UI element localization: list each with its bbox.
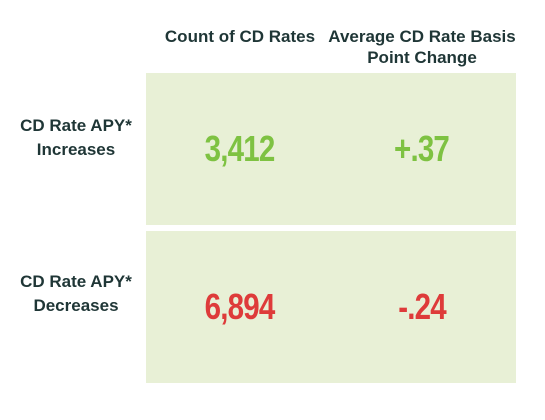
value-decreases-count: 6,894: [205, 286, 276, 327]
value-increases-count: 3,412: [205, 128, 276, 169]
cell-increases-count: 3,412: [146, 73, 334, 225]
column-header-average-change: Average CD Rate Basis Point Change: [328, 27, 516, 67]
row-header-decreases: CD Rate APY* Decreases: [20, 272, 132, 315]
column-header-count: Count of CD Rates: [164, 27, 316, 46]
row-header-increases: CD Rate APY* Increases: [20, 116, 132, 159]
cell-decreases-count: 6,894: [146, 231, 334, 383]
value-decreases-average-change: -.24: [398, 286, 446, 327]
value-increases-average-change: +.37: [394, 128, 450, 169]
cell-decreases-average-change: -.24: [328, 231, 516, 383]
cell-increases-average-change: +.37: [328, 73, 516, 225]
